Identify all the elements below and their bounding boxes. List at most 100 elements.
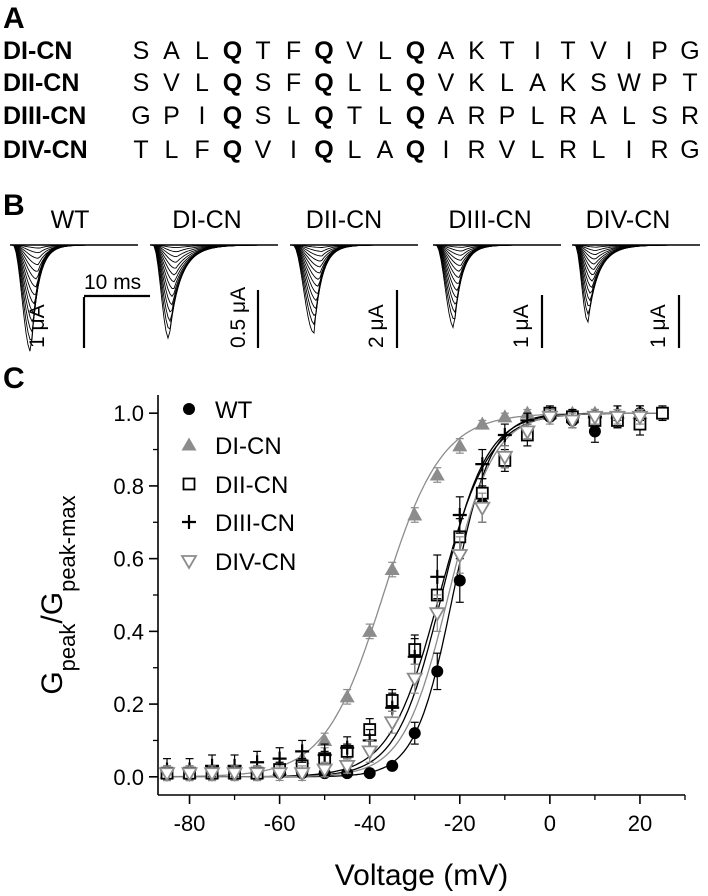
sequence-residue: S <box>255 69 272 97</box>
conductance-voltage-chart: Gpeak/Gpeak-max Voltage (mV) -80 -60 -40 -2… <box>36 395 686 892</box>
data-point <box>474 416 490 430</box>
data-point <box>317 748 332 762</box>
sequence-residue: S <box>133 37 150 65</box>
data-point <box>586 410 604 426</box>
fit-curve <box>167 412 663 778</box>
sequence-residue: F <box>286 37 301 65</box>
y-tick-label: 0.6 <box>113 547 144 572</box>
sequence-residue: A <box>163 37 180 65</box>
x-tick-label: 20 <box>628 811 652 836</box>
data-point <box>203 767 221 782</box>
x-tick-label: -20 <box>444 811 476 836</box>
sequence-residue: T <box>255 37 270 65</box>
sequence-residue: P <box>499 102 516 130</box>
sequence-residue: Q <box>314 37 333 65</box>
y-tick-label: 0.8 <box>113 474 144 499</box>
trace-title: DII-CN <box>306 206 382 234</box>
data-point <box>656 406 669 420</box>
sequence-residue: L <box>348 69 362 97</box>
sequence-residue: K <box>560 69 577 97</box>
y-tick-label: 0.2 <box>113 692 144 717</box>
sequence-residue: A <box>529 69 546 97</box>
sequence-residue: I <box>534 37 541 65</box>
data-point <box>158 767 176 782</box>
sequence-residue: V <box>438 69 455 97</box>
sequence-residue: S <box>255 102 272 130</box>
sequence-residue: A <box>377 136 394 164</box>
current-scale-label: 1 μA <box>26 304 49 348</box>
legend-marker <box>183 403 195 415</box>
sequence-residue: L <box>378 69 392 97</box>
x-axis-title: Voltage (mV) <box>335 859 508 892</box>
sequence-residue: I <box>199 102 206 130</box>
data-point <box>407 507 423 521</box>
sequence-residue: Q <box>406 69 425 97</box>
sequence-residue: Q <box>314 69 333 97</box>
sequence-residue: R <box>467 136 485 164</box>
data-point <box>316 763 334 779</box>
current-trace <box>572 244 700 289</box>
sequence-residue: R <box>467 102 485 130</box>
sequence-residue: A <box>590 102 607 130</box>
data-point <box>541 410 559 426</box>
data-point <box>339 689 355 703</box>
sequence-residue: G <box>680 136 699 164</box>
sequence-residue: L <box>500 69 514 97</box>
sequence-residue: V <box>590 37 607 65</box>
y-axis-title-g: G <box>36 671 69 694</box>
sequence-residue: L <box>195 37 209 65</box>
data-point <box>383 716 401 732</box>
sequence-residue: S <box>133 69 150 97</box>
data-point <box>338 760 356 775</box>
data-point <box>452 508 467 522</box>
trace-title: DIII-CN <box>448 206 531 234</box>
data-point <box>362 623 378 637</box>
current-trace <box>572 244 700 324</box>
data-point <box>430 569 445 584</box>
data-point <box>429 467 445 481</box>
panel-c: C Gpeak/Gpeak-max Voltage (mV) -80 -60 -40… <box>3 362 686 892</box>
current-trace <box>150 244 278 298</box>
y-axis-title-mid: /G <box>36 592 69 624</box>
data-point <box>496 450 514 466</box>
y-axis-title-sub2: peak-max <box>55 495 80 592</box>
legend: WT DI-CN DII-CN DIII-CN DIV-CN <box>180 397 296 576</box>
sequence-residue: G <box>680 37 699 65</box>
sequence-residue: W <box>617 69 641 97</box>
current-trace <box>150 244 278 276</box>
current-trace <box>433 244 561 266</box>
legend-marker <box>182 515 196 529</box>
sequence-residue: Q <box>223 136 242 164</box>
sequence-residue: V <box>346 37 363 65</box>
data-point <box>631 410 649 426</box>
y-tick-label: 1.0 <box>113 401 144 426</box>
sequence-residue: A <box>438 37 455 65</box>
sequence-residue: R <box>559 102 577 130</box>
trace-panel: DII-CN 2 μA <box>290 206 418 348</box>
sequence-residue: T <box>560 37 575 65</box>
sequence-residue: V <box>499 136 516 164</box>
sequence-residue: A <box>438 102 455 130</box>
data-point <box>407 649 422 664</box>
panel-letter-a: A <box>3 2 25 35</box>
legend-marker <box>181 437 197 451</box>
sequence-residue: I <box>626 136 633 164</box>
y-axis-title-sub1: peak <box>55 623 80 672</box>
data-point <box>363 767 376 780</box>
sequence-residue: P <box>651 69 668 97</box>
sequence-residue: T <box>682 69 697 97</box>
data-point <box>451 549 469 564</box>
sequence-residue: Q <box>314 102 333 130</box>
trace-panel: DI-CN 0.5 μA <box>150 206 278 348</box>
data-point <box>473 501 491 517</box>
sequence-residue: L <box>165 136 179 164</box>
sequence-residue: I <box>626 37 633 65</box>
sequence-residue: P <box>651 37 668 65</box>
current-scale-label: 2 μA <box>365 304 388 348</box>
sequence-residue: Q <box>223 102 242 130</box>
current-trace <box>150 244 278 289</box>
legend-marker <box>180 555 198 570</box>
data-point <box>293 767 311 782</box>
sequence-residue: R <box>681 102 699 130</box>
